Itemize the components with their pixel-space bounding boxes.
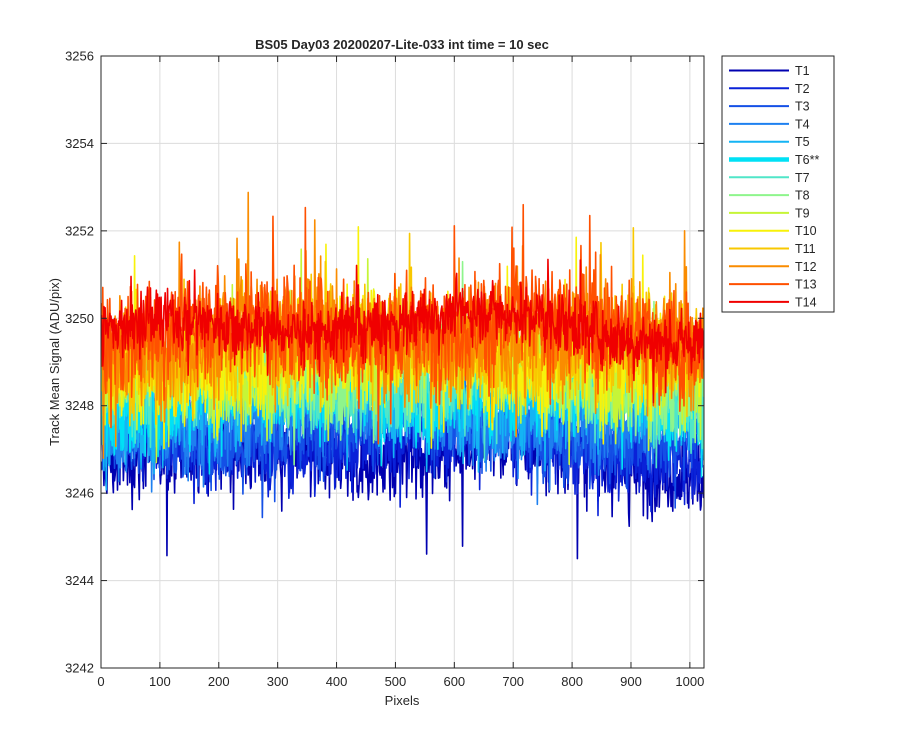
y-tick-label: 3246 — [65, 486, 94, 501]
legend-entry-label: T10 — [795, 224, 817, 238]
y-tick-label: 3248 — [65, 398, 94, 413]
y-tick-label: 3244 — [65, 573, 94, 588]
legend-box — [721, 55, 835, 313]
legend: T1 T2 T3 T4 T5 T6** T7 T8 T9 T10 T11 T12 T13 T14 — [721, 55, 835, 313]
x-tick-label: 600 — [443, 674, 465, 689]
legend-entry-label: T2 — [795, 82, 810, 96]
x-tick-label: 1000 — [675, 674, 704, 689]
chart-title: BS05 Day03 20200207-Lite-033 int time = … — [255, 37, 549, 52]
x-axis-label: Pixels — [385, 693, 420, 708]
y-tick-label: 3242 — [65, 661, 94, 676]
x-tick-label: 900 — [620, 674, 642, 689]
legend-entry-label: T5 — [795, 135, 810, 149]
y-tick-label: 3250 — [65, 311, 94, 326]
legend-entry-label: T14 — [795, 295, 817, 309]
x-tick-label: 400 — [326, 674, 348, 689]
legend-entry-label: T6** — [795, 153, 819, 167]
legend-entry-label: T1 — [795, 64, 810, 78]
legend-entry-label: T12 — [795, 260, 817, 274]
x-tick-label: 0 — [97, 674, 104, 689]
legend-entry-label: T8 — [795, 189, 810, 203]
legend-entry-label: T7 — [795, 171, 810, 185]
axis-ticks: 0 100 200 300 400 500 600 700 800 900 1000 3242 3244… — [65, 49, 704, 690]
legend-entry-label: T3 — [795, 100, 810, 114]
x-tick-label: 500 — [385, 674, 407, 689]
y-tick-label: 3256 — [65, 49, 94, 64]
series-layer — [101, 191, 704, 560]
y-axis-label: Track Mean Signal (ADU/pix) — [47, 278, 62, 446]
x-tick-label: 800 — [561, 674, 583, 689]
y-tick-label: 3254 — [65, 136, 94, 151]
legend-entry-label: T4 — [795, 117, 810, 131]
y-tick-label: 3252 — [65, 223, 94, 238]
legend-entry-label: T11 — [795, 242, 816, 256]
series-line-t14 — [101, 258, 704, 404]
x-tick-label: 300 — [267, 674, 289, 689]
x-tick-label: 700 — [502, 674, 524, 689]
x-tick-label: 100 — [149, 674, 171, 689]
legend-entry-label: T13 — [795, 278, 817, 292]
x-tick-label: 200 — [208, 674, 230, 689]
legend-entry-label: T9 — [795, 206, 810, 220]
plot-frame — [100, 55, 705, 669]
